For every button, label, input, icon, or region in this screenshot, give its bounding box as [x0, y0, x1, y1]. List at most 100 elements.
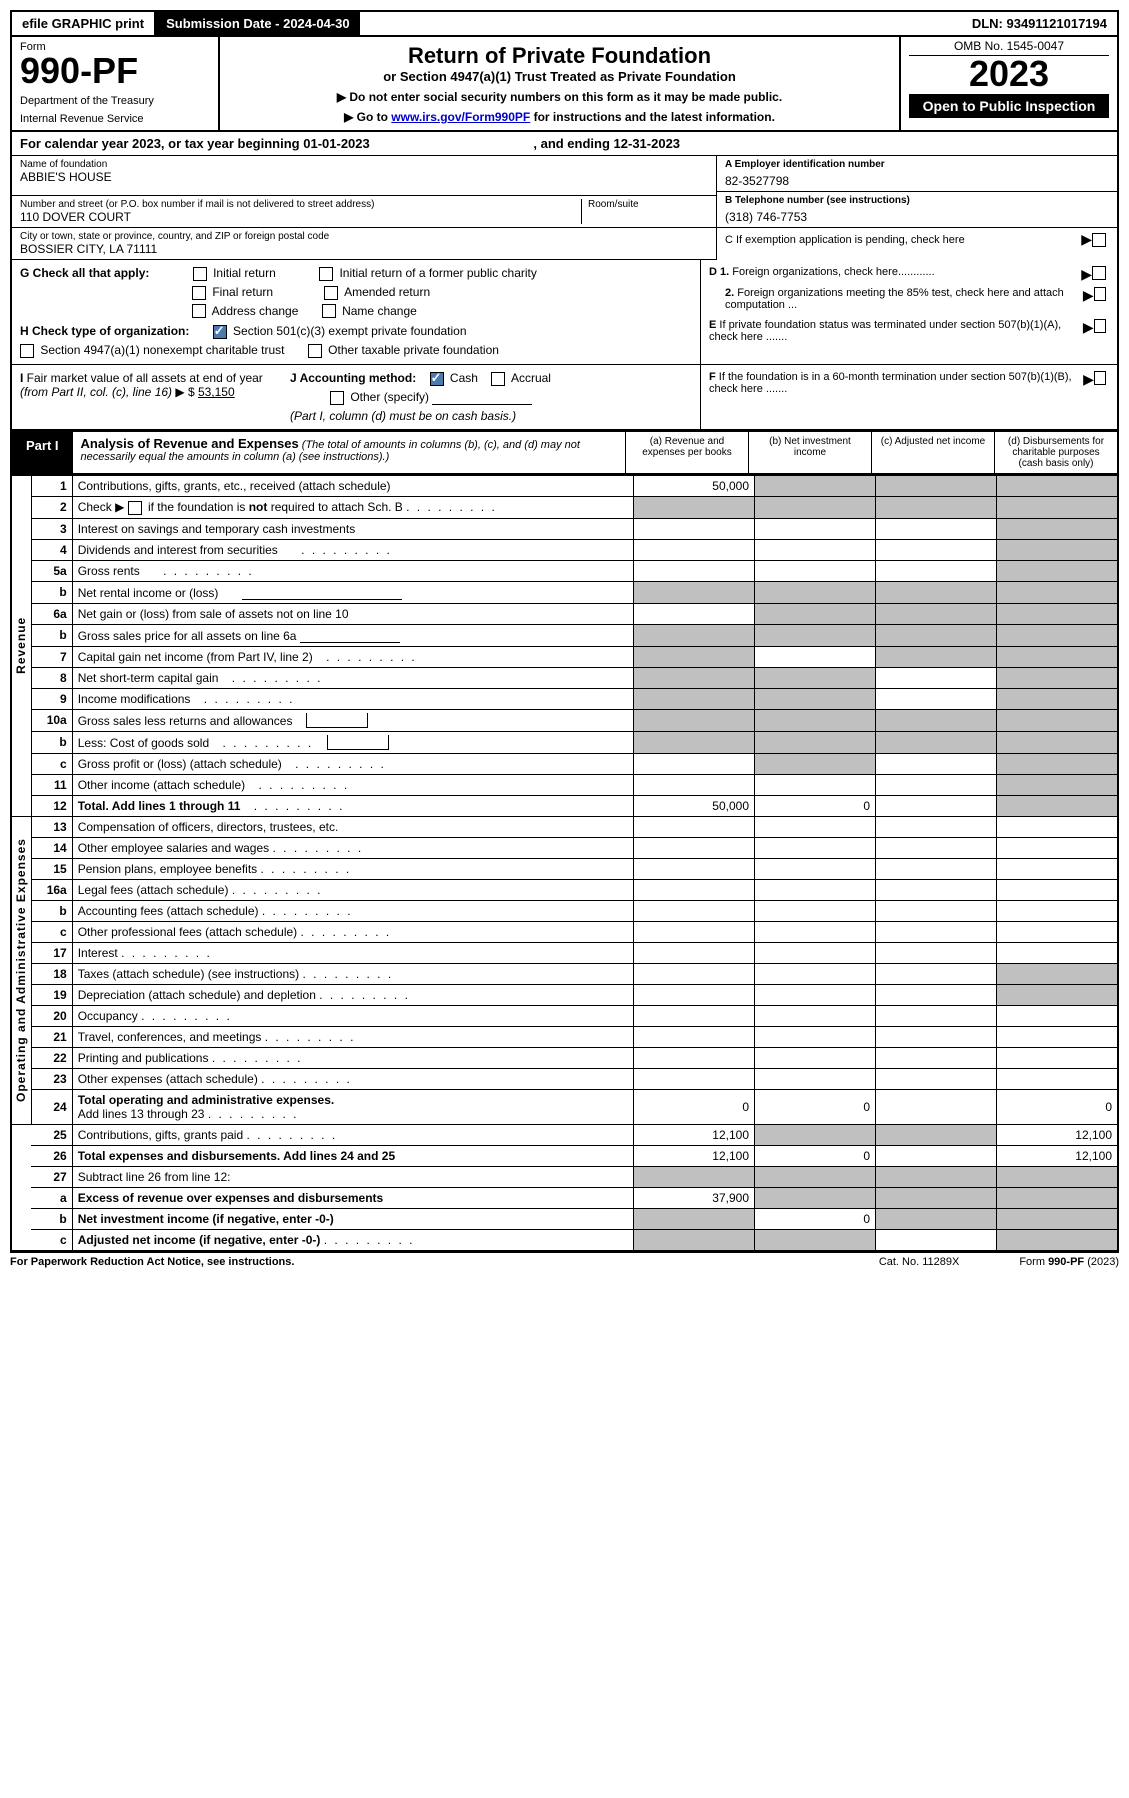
- g-final-checkbox[interactable]: [192, 286, 206, 300]
- page-footer: For Paperwork Reduction Act Notice, see …: [10, 1252, 1119, 1268]
- dept-treasury: Department of the Treasury: [20, 95, 210, 107]
- form-subtitle: or Section 4947(a)(1) Trust Treated as P…: [228, 69, 891, 84]
- name-label: Name of foundation: [20, 159, 708, 170]
- table-row: cGross profit or (loss) (attach schedule…: [11, 753, 1118, 774]
- table-row: bNet investment income (if negative, ent…: [11, 1208, 1118, 1229]
- revenue-label: Revenue: [11, 475, 31, 816]
- section-g-h: G Check all that apply: Initial return I…: [10, 260, 1119, 365]
- addr-label: Number and street (or P.O. box number if…: [20, 199, 581, 210]
- fmv-value: 53,150: [198, 385, 235, 399]
- irs-link[interactable]: www.irs.gov/Form990PF: [391, 110, 530, 124]
- table-row: Revenue 1Contributions, gifts, grants, e…: [11, 475, 1118, 496]
- form-note2: ▶ Go to www.irs.gov/Form990PF for instru…: [228, 110, 891, 124]
- form-number: 990-PF: [20, 53, 210, 89]
- g-label: G Check all that apply:: [20, 266, 149, 280]
- table-row: 4Dividends and interest from securities: [11, 539, 1118, 560]
- table-row: 24Total operating and administrative exp…: [11, 1089, 1118, 1124]
- table-row: cAdjusted net income (if negative, enter…: [11, 1229, 1118, 1251]
- part1-label: Part I: [12, 432, 73, 473]
- foundation-name: ABBIE'S HOUSE: [20, 170, 708, 184]
- room-label: Room/suite: [588, 199, 708, 210]
- g-address-checkbox[interactable]: [192, 304, 206, 318]
- table-row: 17Interest: [11, 942, 1118, 963]
- table-row: 16aLegal fees (attach schedule): [11, 879, 1118, 900]
- calendar-year-row: For calendar year 2023, or tax year begi…: [10, 132, 1119, 156]
- j-cash-checkbox[interactable]: [430, 372, 444, 386]
- e-checkbox[interactable]: [1094, 319, 1106, 333]
- table-row: 26Total expenses and disbursements. Add …: [11, 1145, 1118, 1166]
- table-row: bAccounting fees (attach schedule): [11, 900, 1118, 921]
- part1-table: Revenue 1Contributions, gifts, grants, e…: [10, 475, 1119, 1252]
- section-i-j-f: I Fair market value of all assets at end…: [10, 365, 1119, 431]
- table-row: aExcess of revenue over expenses and dis…: [11, 1187, 1118, 1208]
- d1-checkbox[interactable]: [1092, 266, 1106, 280]
- ein-label: A Employer identification number: [725, 159, 1109, 170]
- table-row: 23Other expenses (attach schedule): [11, 1068, 1118, 1089]
- j-other-checkbox[interactable]: [330, 391, 344, 405]
- table-row: 27Subtract line 26 from line 12:: [11, 1166, 1118, 1187]
- table-row: Operating and Administrative Expenses 13…: [11, 816, 1118, 837]
- g-initial-former-checkbox[interactable]: [319, 267, 333, 281]
- g-initial-checkbox[interactable]: [193, 267, 207, 281]
- table-row: 5aGross rents: [11, 560, 1118, 581]
- col-a-head: (a) Revenue and expenses per books: [625, 432, 748, 473]
- g-amended-checkbox[interactable]: [324, 286, 338, 300]
- table-row: 12Total. Add lines 1 through 11 50,0000: [11, 795, 1118, 816]
- h-501c3-checkbox[interactable]: [213, 325, 227, 339]
- irs-label: Internal Revenue Service: [20, 113, 210, 125]
- h-4947-checkbox[interactable]: [20, 344, 34, 358]
- col-b-head: (b) Net investment income: [748, 432, 871, 473]
- city-label: City or town, state or province, country…: [20, 231, 708, 242]
- j-accrual-checkbox[interactable]: [491, 372, 505, 386]
- expenses-label: Operating and Administrative Expenses: [11, 816, 31, 1124]
- h-other-checkbox[interactable]: [308, 344, 322, 358]
- col-d-head: (d) Disbursements for charitable purpose…: [994, 432, 1117, 473]
- table-row: cOther professional fees (attach schedul…: [11, 921, 1118, 942]
- table-row: 8Net short-term capital gain: [11, 667, 1118, 688]
- form-header: Form 990-PF Department of the Treasury I…: [10, 37, 1119, 132]
- d2-checkbox[interactable]: [1094, 287, 1106, 301]
- table-row: 9Income modifications: [11, 688, 1118, 709]
- table-row: 6aNet gain or (loss) from sale of assets…: [11, 603, 1118, 624]
- part1-header: Part I Analysis of Revenue and Expenses …: [10, 431, 1119, 475]
- top-bar: efile GRAPHIC print Submission Date - 20…: [10, 10, 1119, 37]
- table-row: 19Depreciation (attach schedule) and dep…: [11, 984, 1118, 1005]
- g-name-checkbox[interactable]: [322, 304, 336, 318]
- col-c-head: (c) Adjusted net income: [871, 432, 994, 473]
- efile-print-button[interactable]: efile GRAPHIC print: [12, 12, 156, 35]
- foundation-city: BOSSIER CITY, LA 71111: [20, 242, 708, 256]
- form-note1: ▶ Do not enter social security numbers o…: [228, 90, 891, 104]
- table-row: 10aGross sales less returns and allowanc…: [11, 709, 1118, 731]
- tax-year: 2023: [909, 56, 1109, 92]
- table-row: 14Other employee salaries and wages: [11, 837, 1118, 858]
- c-checkbox[interactable]: [1092, 233, 1106, 247]
- paperwork-notice: For Paperwork Reduction Act Notice, see …: [10, 1256, 294, 1268]
- table-row: bLess: Cost of goods sold: [11, 731, 1118, 753]
- schb-checkbox[interactable]: [128, 501, 142, 515]
- table-row: 7Capital gain net income (from Part IV, …: [11, 646, 1118, 667]
- table-row: 20Occupancy: [11, 1005, 1118, 1026]
- table-row: 2Check ▶ if the foundation is not requir…: [11, 496, 1118, 518]
- table-row: 3Interest on savings and temporary cash …: [11, 518, 1118, 539]
- table-row: bGross sales price for all assets on lin…: [11, 624, 1118, 646]
- form-title: Return of Private Foundation: [228, 43, 891, 69]
- phone-label: B Telephone number (see instructions): [725, 195, 1109, 206]
- submission-date: Submission Date - 2024-04-30: [156, 12, 360, 35]
- table-row: 18Taxes (attach schedule) (see instructi…: [11, 963, 1118, 984]
- ein-value: 82-3527798: [725, 174, 1109, 188]
- table-row: 22Printing and publications: [11, 1047, 1118, 1068]
- table-row: 21Travel, conferences, and meetings: [11, 1026, 1118, 1047]
- phone-value: (318) 746-7753: [725, 210, 1109, 224]
- table-row: 15Pension plans, employee benefits: [11, 858, 1118, 879]
- f-checkbox[interactable]: [1094, 371, 1106, 385]
- foundation-address: 110 DOVER COURT: [20, 210, 581, 224]
- foundation-info: Name of foundation ABBIE'S HOUSE Number …: [10, 156, 1119, 260]
- table-row: bNet rental income or (loss): [11, 581, 1118, 603]
- table-row: 11Other income (attach schedule): [11, 774, 1118, 795]
- open-public-badge: Open to Public Inspection: [909, 94, 1109, 118]
- h-label: H Check type of organization:: [20, 324, 189, 338]
- cat-no: Cat. No. 11289X: [879, 1256, 960, 1268]
- dln-label: DLN: 93491121017194: [962, 12, 1117, 35]
- table-row: 25Contributions, gifts, grants paid 12,1…: [11, 1124, 1118, 1145]
- form-ref: Form 990-PF (2023): [1019, 1256, 1119, 1268]
